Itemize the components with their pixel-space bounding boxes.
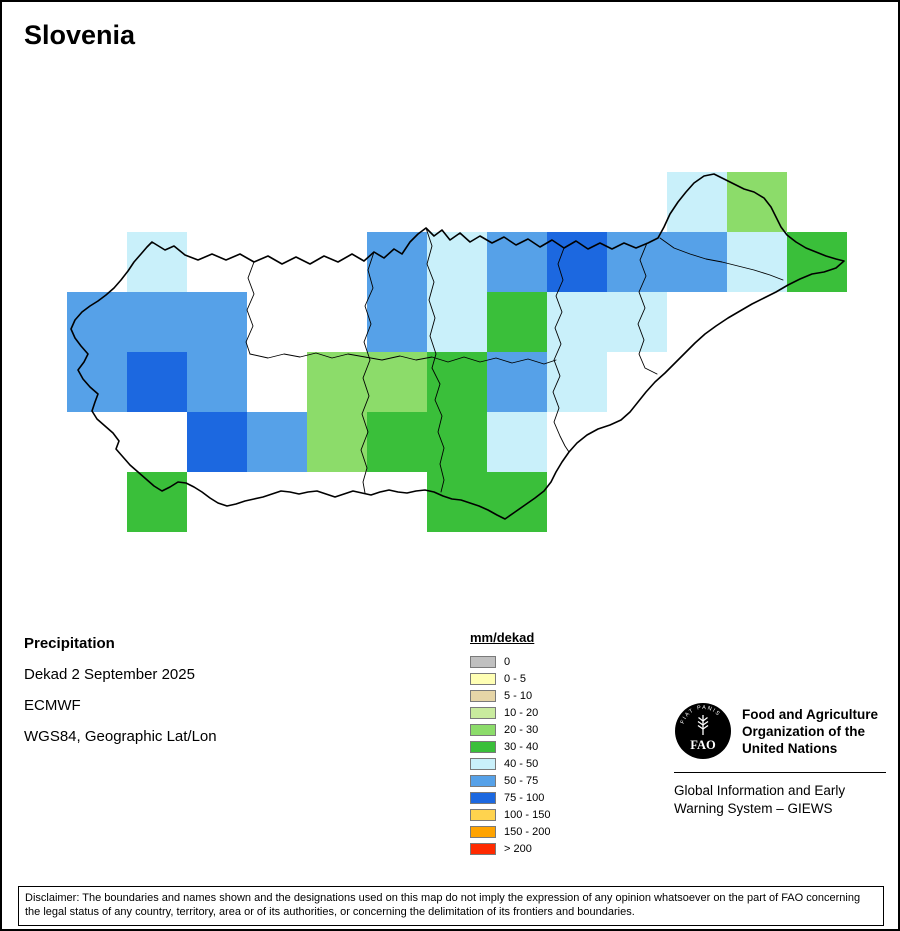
precip-cell: [427, 352, 487, 412]
internal-borders: [245, 227, 784, 494]
precip-cell: [487, 412, 547, 472]
fao-name-line: Organization of the: [742, 723, 865, 739]
raster-cells-layer: [67, 172, 847, 532]
precip-cell: [307, 412, 367, 472]
giews-line: Global Information and Early: [674, 783, 846, 798]
precip-cell: [127, 352, 187, 412]
legend-swatch: [470, 672, 496, 685]
legend-swatch: [470, 689, 496, 702]
giews-line: Warning System – GIEWS: [674, 801, 833, 816]
legend-label: 0: [504, 655, 511, 668]
legend-swatch: [470, 808, 496, 821]
legend-swatch: [470, 774, 496, 787]
precip-cell: [187, 412, 247, 472]
precipitation-map: [67, 172, 847, 532]
legend-title: mm/dekad: [470, 630, 535, 645]
legend-label: 40 - 50: [504, 757, 539, 770]
legend-label: 75 - 100: [504, 791, 545, 804]
precip-cell: [547, 292, 607, 352]
national-border: [70, 173, 845, 520]
legend-entry: 40 - 50: [470, 755, 550, 772]
legend-entry: > 200: [470, 840, 550, 857]
precip-cell: [607, 292, 667, 352]
disclaimer-box: Disclaimer: The boundaries and names sho…: [18, 886, 884, 926]
legend-entry: 0 - 5: [470, 670, 550, 687]
legend-label: 150 - 200: [504, 825, 551, 838]
precip-cell: [427, 412, 487, 472]
precip-cell: [607, 232, 667, 292]
legend-label: 10 - 20: [504, 706, 539, 719]
fao-logo-icon: FIAT PANIS FAO: [675, 703, 731, 759]
legend-label: 30 - 40: [504, 740, 539, 753]
precip-cell: [67, 352, 127, 412]
legend: mm/dekad 0 0 - 5 5 - 10 10 - 20 20 - 30 30 - …: [470, 630, 550, 857]
precip-cell: [247, 412, 307, 472]
giews-name: Global Information and Early Warning Sys…: [674, 782, 886, 818]
precip-cell: [127, 232, 187, 292]
precip-cell: [427, 292, 487, 352]
precip-cell: [367, 292, 427, 352]
legend-swatch: [470, 723, 496, 736]
precip-cell: [127, 472, 187, 532]
brand-divider: [674, 772, 886, 773]
legend-label: > 200: [504, 842, 532, 855]
precip-cell: [427, 472, 487, 532]
legend-entry: 0: [470, 653, 550, 670]
legend-entry: 50 - 75: [470, 772, 550, 789]
precip-cell: [667, 232, 727, 292]
legend-entry: 30 - 40: [470, 738, 550, 755]
legend-swatch: [470, 791, 496, 804]
legend-label: 5 - 10: [504, 689, 533, 702]
legend-swatch: [470, 825, 496, 838]
map-info: Precipitation Dekad 2 September 2025 ECM…: [24, 635, 217, 759]
precip-cell: [367, 412, 427, 472]
precip-cell: [547, 352, 607, 412]
legend-entries: 0 0 - 5 5 - 10 10 - 20 20 - 30 30 - 40 40 - 50…: [470, 653, 550, 857]
fao-name-line: Food and Agriculture: [742, 706, 878, 722]
precip-cell: [667, 172, 727, 232]
legend-entry: 10 - 20: [470, 704, 550, 721]
legend-entry: 150 - 200: [470, 823, 550, 840]
info-heading: Precipitation: [24, 635, 115, 652]
info-dekad: Dekad 2 September 2025: [24, 666, 195, 683]
legend-entry: 20 - 30: [470, 721, 550, 738]
precip-cell: [487, 292, 547, 352]
precip-cell: [367, 232, 427, 292]
legend-swatch: [470, 740, 496, 753]
precip-cell: [307, 352, 367, 412]
precip-cell: [187, 352, 247, 412]
info-source: ECMWF: [24, 697, 81, 714]
legend-entry: 75 - 100: [470, 789, 550, 806]
legend-label: 20 - 30: [504, 723, 539, 736]
legend-label: 50 - 75: [504, 774, 539, 787]
precip-cell: [727, 232, 787, 292]
precip-cell: [487, 352, 547, 412]
fao-name: Food and Agriculture Organization of the…: [742, 706, 878, 757]
legend-label: 100 - 150: [504, 808, 551, 821]
legend-swatch: [470, 706, 496, 719]
legend-swatch: [470, 757, 496, 770]
info-projection: WGS84, Geographic Lat/Lon: [24, 728, 217, 745]
disclaimer-text: Disclaimer: The boundaries and names sho…: [25, 892, 861, 918]
fao-logo-text: FAO: [690, 738, 716, 752]
wheat-ear-icon: [697, 715, 709, 735]
fao-name-line: United Nations: [742, 740, 838, 756]
legend-entry: 100 - 150: [470, 806, 550, 823]
page-title: Slovenia: [24, 20, 136, 50]
precip-cell: [127, 292, 187, 352]
precip-cell: [487, 232, 547, 292]
precip-cell: [427, 232, 487, 292]
legend-swatch: [470, 842, 496, 855]
legend-entry: 5 - 10: [470, 687, 550, 704]
precip-cell: [367, 352, 427, 412]
precip-cell: [487, 472, 547, 532]
fao-row: FIAT PANIS FAO Food and Agriculture Orga…: [674, 702, 886, 760]
legend-label: 0 - 5: [504, 672, 527, 685]
precip-cell: [727, 172, 787, 232]
legend-swatch: [470, 655, 496, 668]
precip-cell: [187, 292, 247, 352]
fao-branding: FIAT PANIS FAO Food and Agriculture Orga…: [674, 702, 886, 818]
